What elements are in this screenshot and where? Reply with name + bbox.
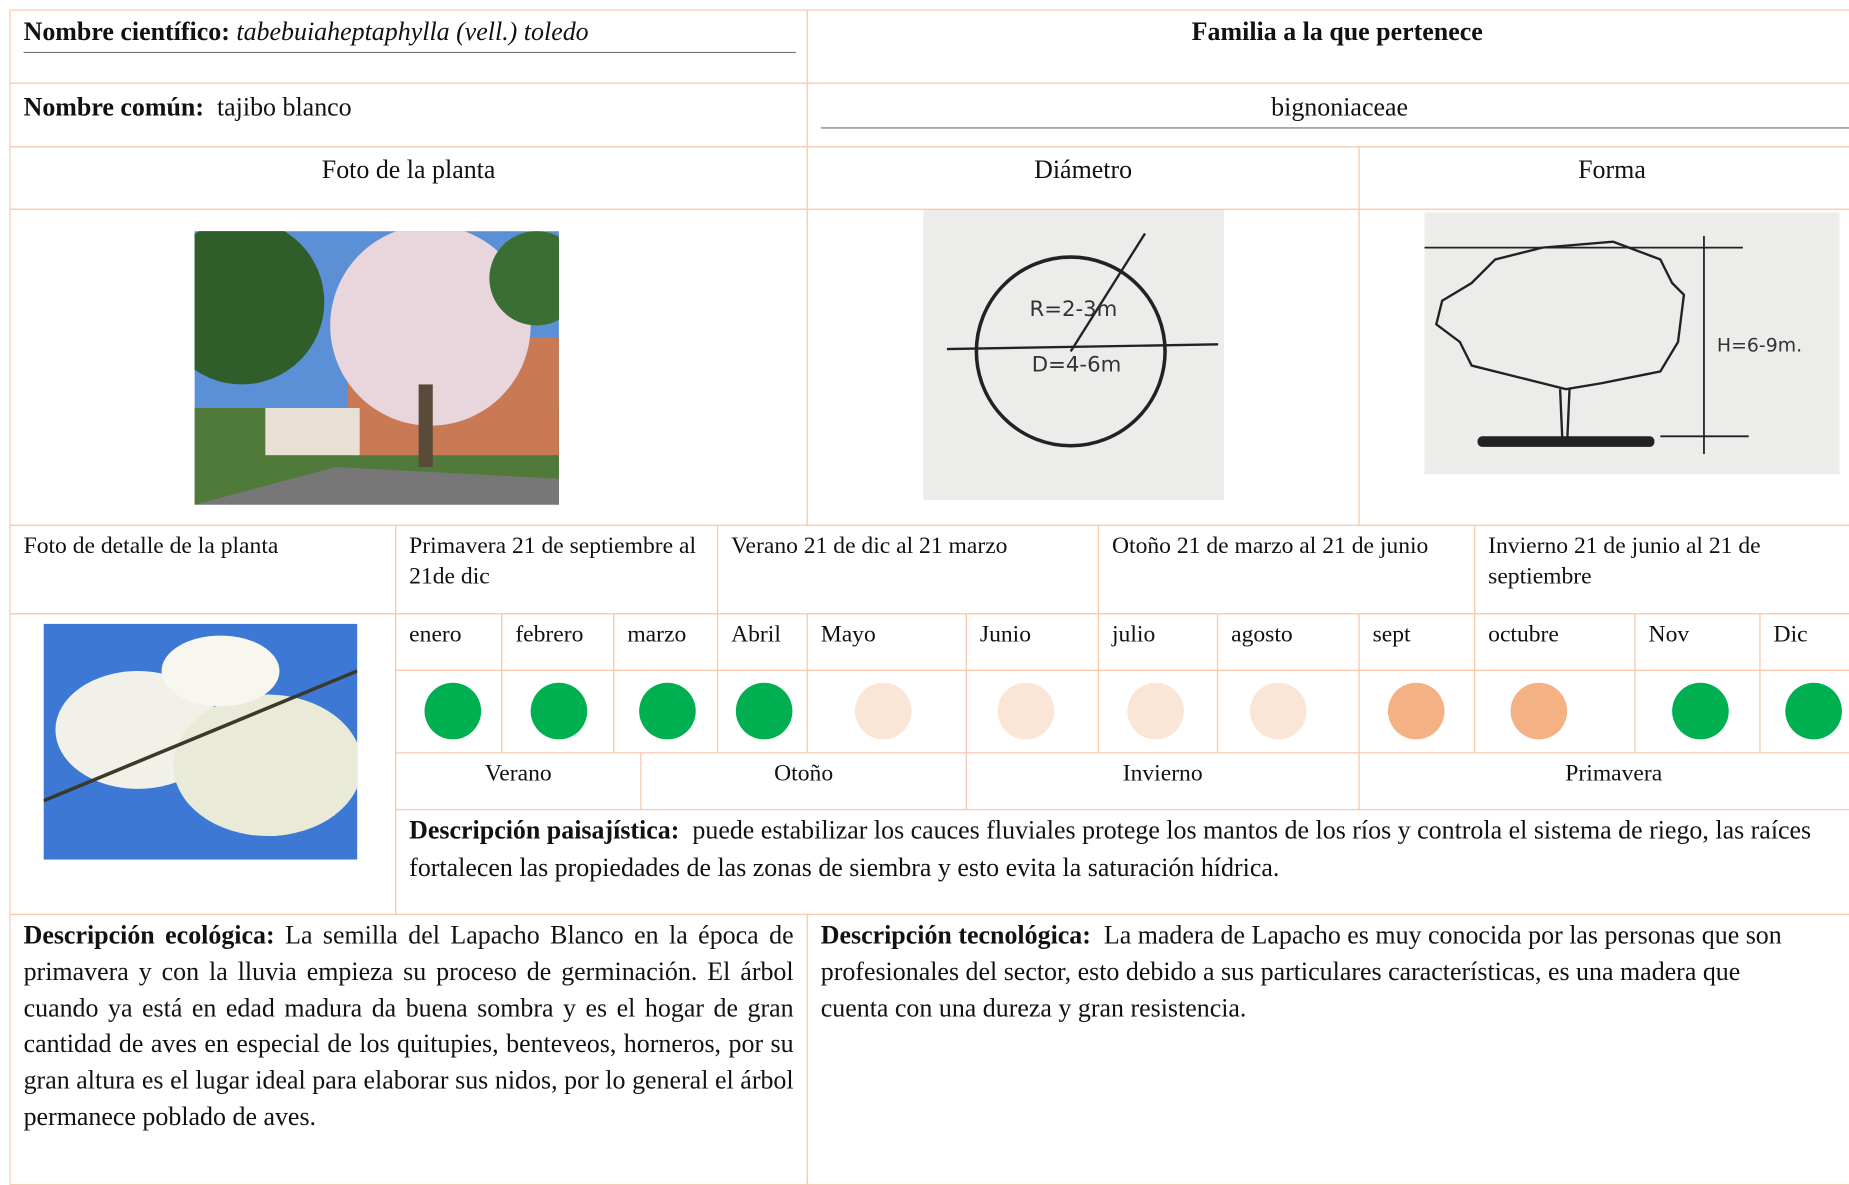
cell (9, 208, 808, 526)
value: bignoniaceae (820, 91, 1849, 129)
cell: Foto de detalle de la planta (9, 524, 397, 615)
status-dot (735, 682, 793, 740)
diameter-diagram: R=2-3m D=4-6m (923, 209, 1225, 500)
diagram-label: D=4-6m (1032, 352, 1121, 377)
cell: Junio (965, 613, 1100, 671)
cell: Mayo (806, 613, 967, 671)
cell: Invierno (965, 752, 1360, 811)
status-dot (1510, 682, 1568, 740)
form-diagram: H=6-9m. (1424, 212, 1840, 475)
label: Familia a la que pertenece (1191, 16, 1483, 46)
diagram-label: R=2-3m (1029, 297, 1117, 322)
cell: Dic (1759, 613, 1849, 671)
cell: Verano (395, 752, 642, 811)
cell: Nov (1634, 613, 1761, 671)
status-dot (854, 682, 912, 740)
cell: octubre (1474, 613, 1636, 671)
cell: Verano 21 de dic al 21 marzo (716, 524, 1100, 615)
text: La madera de Lapacho es muy conocida por… (820, 919, 1782, 1022)
status-dot (1249, 682, 1307, 740)
status-dot (1387, 682, 1445, 740)
label: Descripción paisajística: (409, 814, 680, 845)
cell: bignoniaceae (806, 82, 1849, 148)
text: La semilla del Lapacho Blanco en la époc… (23, 919, 794, 1131)
cell: Familia a la que pertenece (806, 9, 1849, 84)
cell: H=6-9m. (1358, 208, 1849, 526)
status-dot (1127, 682, 1184, 740)
label: Nombre científico: (23, 16, 230, 46)
label: Nombre común: (23, 91, 204, 122)
status-dot (530, 682, 588, 740)
cell: Foto de la planta (9, 146, 808, 210)
cell: Abril (716, 613, 808, 671)
status-dot (997, 682, 1055, 740)
cell: Diámetro (806, 146, 1360, 210)
diagram-label: H=6-9m. (1717, 334, 1802, 356)
label: Descripción ecológica: (23, 919, 275, 950)
status-dot (1672, 682, 1729, 740)
cell: Otoño 21 de marzo al 21 de junio (1097, 524, 1476, 615)
cell: Nombre científico: tabebuiaheptaphylla (… (9, 9, 808, 84)
cell: Primavera 21 de septiembre al 21de dic (395, 524, 719, 615)
cell: Invierno 21 de junio al 21 de septiembre (1474, 524, 1849, 615)
cell: sept (1358, 613, 1476, 671)
label: Descripción tecnológica: (820, 919, 1091, 950)
detail-photo (43, 623, 358, 860)
cell: Descripción paisajística: puede estabili… (395, 808, 1849, 916)
cell: marzo (613, 613, 719, 671)
cell: Otoño (640, 752, 967, 811)
value: tajibo blanco (216, 91, 352, 122)
plant-photo (194, 231, 559, 505)
cell: febrero (501, 613, 615, 671)
status-dot (1785, 682, 1842, 740)
status-dot (424, 682, 482, 740)
cell: R=2-3m D=4-6m (806, 208, 1360, 526)
status-dot (639, 682, 696, 740)
cell: agosto (1216, 613, 1360, 671)
cell (9, 613, 397, 916)
cell: Nombre común: tajibo blanco (9, 82, 808, 148)
cell: enero (395, 613, 503, 671)
text: puede estabilizar los cauces fluviales p… (409, 814, 1812, 882)
cell: Forma (1358, 146, 1849, 210)
cell: Primavera (1358, 752, 1849, 811)
cell: Descripción tecnológica: La madera de La… (806, 913, 1849, 1185)
cell: julio (1097, 613, 1219, 671)
value: tabebuiaheptaphylla (vell.) toledo (236, 16, 589, 46)
cell: Descripción ecológica: La semilla del La… (9, 913, 808, 1185)
